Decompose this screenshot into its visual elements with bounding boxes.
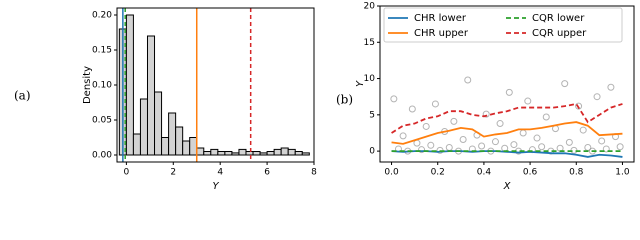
bar [168,112,177,156]
x-tick-label: 6 [264,168,270,178]
point [538,143,546,151]
point [579,126,587,134]
x-tick-label: 0.0 [384,168,399,178]
legend-frame [383,7,623,43]
point [459,136,467,144]
point [533,134,541,142]
legend-label: CQR upper [532,28,587,39]
point [565,138,573,146]
point [593,93,601,101]
point [616,143,624,151]
point [399,132,407,140]
bar [273,148,282,156]
point [450,117,458,125]
point [478,142,486,150]
point [575,102,583,110]
legend-label: CQR lower [532,13,585,24]
point [519,129,527,137]
bar [125,14,134,156]
point [542,113,550,121]
plot-frame [379,5,635,163]
y-tick-label: 0 [369,147,375,157]
series-line [391,121,623,145]
bar [175,126,184,156]
bar [196,147,205,156]
y-axis-label: Density [82,66,93,104]
bar [231,152,240,156]
point [607,83,615,91]
point [464,76,472,84]
y-tick-label: 15 [364,38,375,48]
point [524,97,532,105]
bar [139,98,148,156]
y-tick-label: 0.10 [92,81,112,91]
x-axis-label: X [503,181,512,192]
y-tick-label: 20 [364,2,376,12]
x-tick-label: 0.6 [523,168,538,178]
y-tick-label: 0.20 [92,11,112,21]
bar [252,151,261,156]
x-tick-label: 8 [311,168,317,178]
x-tick-label: 2 [170,168,176,178]
bar [132,133,141,156]
y-tick-label: 0.00 [92,151,112,161]
bar [259,152,268,156]
x-tick-label: 0 [124,168,130,178]
y-tick-label: 10 [364,74,376,84]
y-tick-label: 5 [369,110,375,120]
bar [245,151,254,156]
bar [154,91,163,156]
point [510,141,518,149]
point [390,95,398,103]
point [408,105,416,113]
x-tick-label: 0.2 [431,168,445,178]
panel-label: (a) [14,89,31,103]
x-tick-label: 4 [217,168,223,178]
bar [182,140,191,156]
point [427,141,435,149]
y-tick-label: 0.15 [92,46,112,56]
x-tick-label: 0.4 [477,168,492,178]
y-tick-label: 0.05 [92,116,112,126]
bar [294,151,303,156]
point [496,120,504,128]
bar [266,151,275,156]
bar [301,152,310,156]
bar [287,148,296,156]
legend-label: CHR lower [414,13,467,24]
bar [210,148,219,156]
point [422,122,430,130]
legend-label: CHR upper [414,28,469,39]
point [491,138,499,146]
bar [146,35,156,156]
point [598,137,606,145]
x-tick-label: 1.0 [615,168,630,178]
panel-label: (b) [336,93,353,107]
bar [189,137,198,156]
x-axis-label: Y [212,181,219,192]
point [602,145,610,153]
point [445,143,453,151]
bar [217,151,226,156]
x-tick-label: 0.8 [569,168,584,178]
series-line [391,102,623,134]
bar [238,148,247,156]
bar [161,137,170,156]
point [482,110,490,118]
point [418,146,426,154]
point [561,80,569,88]
point [431,100,439,108]
bar [203,151,212,156]
plot-frame [116,7,315,163]
bar [224,151,233,156]
point [505,88,513,96]
y-axis-label: Y [355,80,366,87]
bar [280,147,289,156]
